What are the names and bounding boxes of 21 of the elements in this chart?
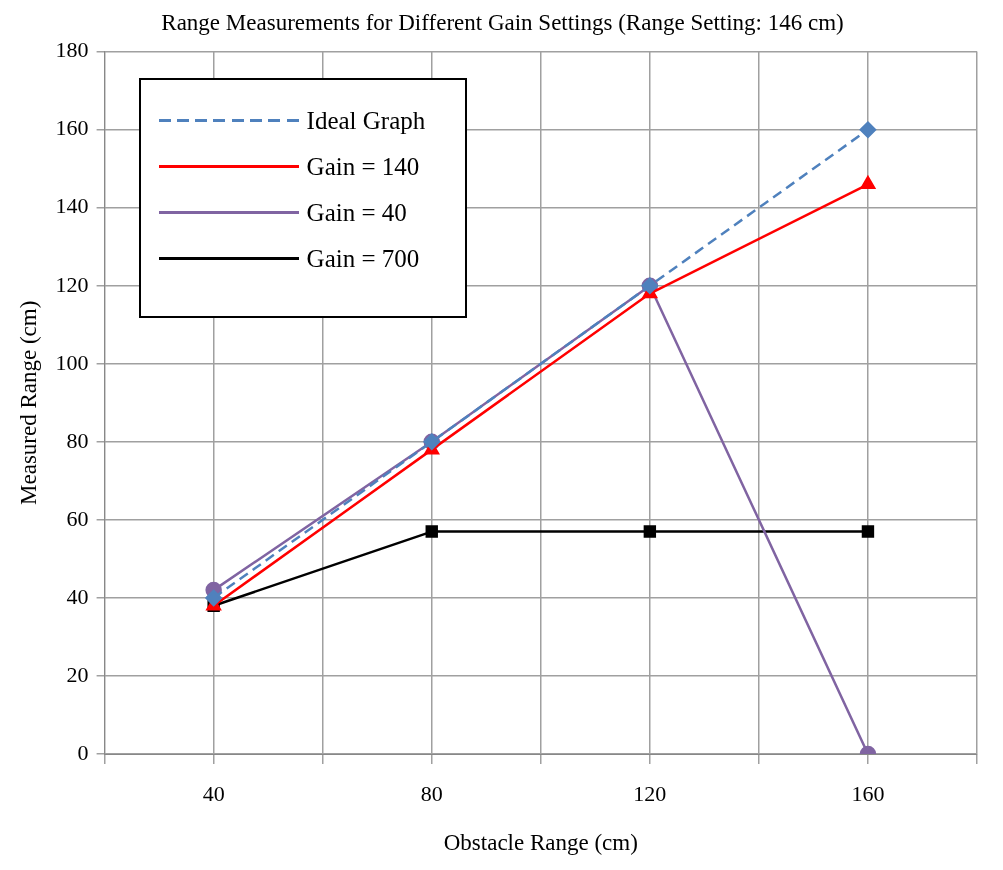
y-tick-label: 0 [77,739,89,765]
legend-label: Gain = 140 [306,152,420,181]
legend-label: Gain = 40 [306,198,407,227]
x-tick-label: 120 [633,780,667,806]
legend-label: Ideal Graph [306,106,426,135]
x-axis-title: Obstacle Range (cm) [443,830,638,856]
x-tick-label: 80 [420,780,443,806]
y-tick-label: 20 [66,661,89,687]
y-tick-label: 160 [55,115,89,141]
y-tick-label: 60 [66,505,89,531]
y-tick-label: 120 [55,271,89,297]
y-tick-label: 180 [55,37,89,63]
x-tick-label: 160 [851,780,885,806]
y-tick-label: 40 [66,583,89,609]
legend-label: Gain = 700 [306,244,420,273]
y-tick-label: 140 [55,193,89,219]
y-tick-label: 80 [66,427,89,453]
x-tick-label: 40 [202,780,225,806]
chart-title: Range Measurements for Different Gain Settings (Range Setting: 146 cm) [161,9,844,35]
y-axis-title: Measured Range (cm) [15,300,41,505]
y-tick-label: 100 [55,349,89,375]
